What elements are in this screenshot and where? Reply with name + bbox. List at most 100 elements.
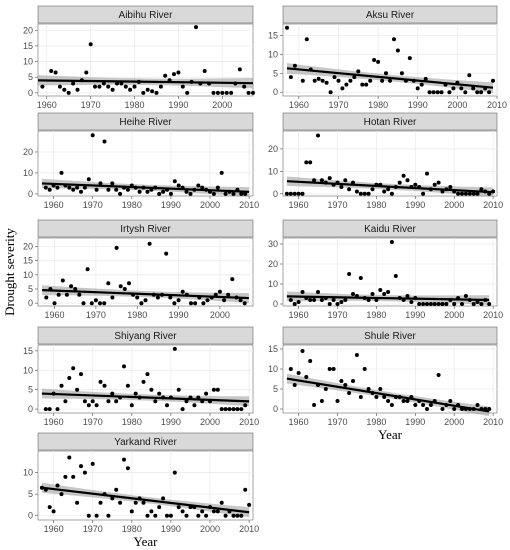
data-point [231,407,236,412]
x-tick-label: 1980 [122,200,142,210]
data-point [122,364,126,369]
x-tick-label: 2000 [444,417,464,427]
data-point [59,383,64,388]
data-point [98,301,102,306]
data-point [328,90,333,95]
data-point [114,187,119,192]
data-point [75,185,80,190]
data-point [63,399,68,404]
data-point [417,302,422,306]
x-tick-label: 2010 [483,200,503,210]
x-tick-label: 1990 [405,310,425,320]
data-point [90,399,95,404]
data-point [66,90,71,95]
data-point [347,391,352,395]
data-point [431,90,436,95]
data-point [479,407,484,411]
y-tick-label: 15 [23,346,33,356]
data-point [227,509,232,514]
data-point [436,373,441,377]
data-point [288,298,293,302]
data-point [208,399,212,404]
y-tick-label: 0 [28,404,33,414]
x-tick-label: 1970 [81,100,101,110]
data-point [401,399,406,403]
y-tick-label: 5 [28,284,33,294]
data-point [452,189,457,194]
data-point [432,302,437,306]
data-point [211,191,216,196]
y-tick-label: 0 [28,189,33,199]
panel-strip [282,326,498,345]
panel-strip [282,112,498,131]
data-point [176,387,181,392]
data-point [399,71,404,76]
data-point [71,81,76,86]
x-tick-label: 2000 [210,310,230,320]
data-point [487,90,492,95]
data-point [421,191,426,196]
data-point [374,182,379,187]
data-point [421,302,426,306]
x-tick-label: 1990 [169,310,189,320]
data-point [53,70,58,75]
x-tick-label: 1970 [83,200,103,210]
data-point [362,191,367,196]
data-point [296,300,301,304]
data-point [370,292,375,296]
data-point [147,241,152,246]
trend-line [286,67,494,89]
data-point [296,371,301,375]
data-point [168,295,173,300]
y-tick-label: 20 [23,242,33,252]
data-point [397,180,402,185]
data-point [413,296,418,300]
data-point [176,183,181,188]
data-point [200,185,205,190]
data-point [188,395,193,400]
data-point [205,298,210,303]
data-point [463,90,468,95]
data-point [77,292,82,297]
data-point [323,387,328,391]
data-point [467,73,472,78]
data-point [444,302,449,306]
data-point [358,276,363,280]
data-point [135,295,140,300]
data-point [308,160,313,165]
data-point [425,302,429,306]
data-point [47,187,52,192]
data-point [149,387,154,392]
data-point [292,63,297,68]
data-point [423,76,428,81]
y-tick-label: 0 [273,404,278,414]
data-point [332,75,337,80]
data-point [237,67,242,72]
data-point [479,90,484,95]
data-point [460,191,464,196]
data-point [362,367,367,371]
y-tick-label: 5 [28,385,33,395]
data-point [102,383,107,388]
data-point [48,287,53,291]
data-point [194,25,198,30]
data-point [114,487,119,492]
data-point [312,298,317,302]
data-point [133,185,138,190]
data-point [393,395,398,399]
data-point [63,474,68,479]
data-point [213,292,218,297]
x-tick-label: 1980 [125,100,145,110]
data-point [119,81,124,86]
data-point [188,505,193,510]
y-tick-label: 0 [273,299,278,309]
data-point [483,407,488,411]
data-point [153,399,158,404]
data-point [204,187,209,192]
data-point [436,180,441,185]
data-point [94,513,99,518]
y-tick-label: 10 [268,364,278,374]
data-point [110,181,115,186]
y-tick-label: 5 [273,68,278,78]
